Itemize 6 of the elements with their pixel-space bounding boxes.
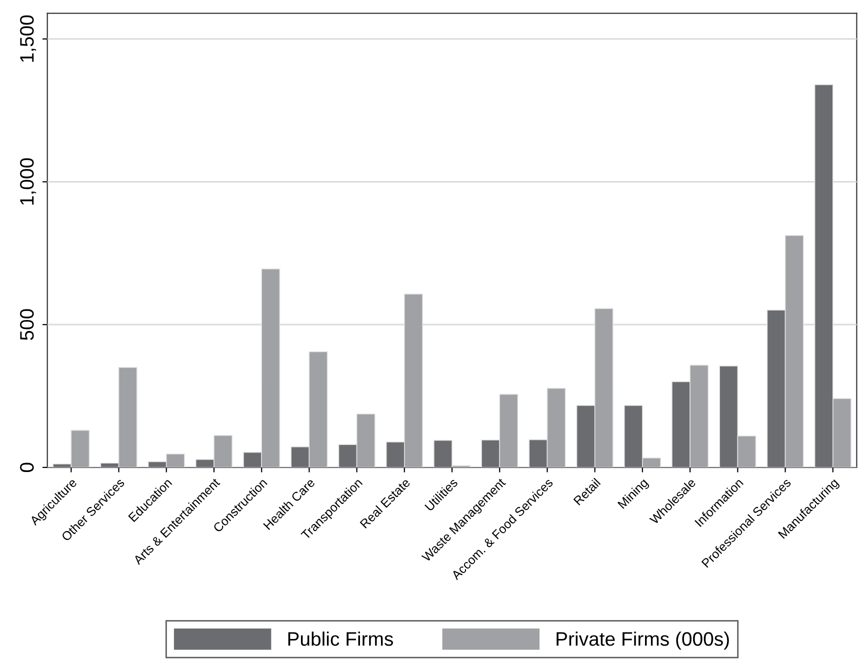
legend-label: Public Firms: [288, 632, 393, 646]
y-tick-label: 500: [20, 309, 34, 340]
y-tick-label: 0: [20, 462, 34, 472]
y-tick-label: 1,000: [20, 158, 36, 205]
y-tick-label: 1,500: [20, 15, 36, 62]
legend-label: Private Firms (000s): [556, 632, 729, 650]
